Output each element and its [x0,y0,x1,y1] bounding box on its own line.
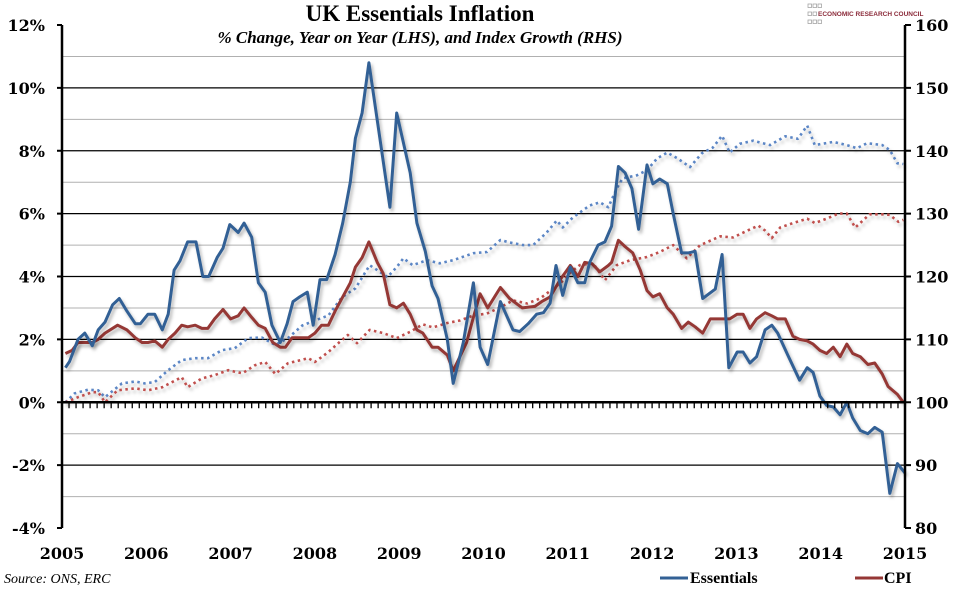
right-tick-label: 90 [915,456,937,475]
right-tick-label: 130 [915,205,948,224]
right-tick-label: 140 [915,142,948,161]
left-tick-label: -2% [12,456,45,475]
x-tick-label: 2007 [208,544,253,563]
right-tick-label: 100 [915,393,948,412]
right-tick-label: 120 [915,268,948,287]
left-tick-label: 12% [8,16,45,35]
x-tick-label: 2011 [546,544,591,563]
logo-square [817,3,822,8]
series-line-essentials [64,61,907,495]
x-tick-label: 2008 [293,544,338,563]
x-tick-label: 2005 [40,544,85,563]
left-tick-label: -4% [12,519,45,538]
left-tick-label: 4% [19,268,45,287]
chart-title: UK Essentials Inflation [306,1,535,26]
gridlines [62,55,905,498]
x-tick-label: 2006 [124,544,169,563]
x-tick-label: 2010 [461,544,506,563]
logo-square [812,3,817,8]
source-note: Source: ONS, ERC [4,572,111,587]
x-tick-label: 2014 [798,544,843,563]
axes [57,24,911,529]
logo-square [807,11,812,16]
left-tick-label: 10% [8,79,45,98]
series-line-essentials-index [64,124,904,404]
left-tick-label: 8% [19,142,45,161]
series-line-cpi [64,238,905,404]
legend: Essentials CPI [660,570,912,587]
logo-square [807,19,812,24]
x-tick-label: 2012 [630,544,675,563]
logo-text: ECONOMIC RESEARCH COUNCIL [818,11,923,18]
right-tick-label: 80 [915,519,937,538]
tick-labels: -4% -2% 0% 2% 4% 6% 8% 10% 12% 80 90 100 110 120 130 14… [8,16,949,563]
right-tick-label: 150 [915,79,948,98]
x-tick-label: 2015 [883,544,928,563]
legend-label-cpi: CPI [884,570,912,587]
logo-square [807,3,812,8]
x-tick-label: 2009 [377,544,422,563]
chart-subtitle: % Change, Year on Year (LHS), and Index … [217,28,622,47]
x-tick-label: 2013 [714,544,759,563]
left-tick-label: 2% [19,330,45,349]
logo-squares-icon [807,3,822,24]
series-line-cpi-index [64,212,904,404]
series-layer [64,61,907,495]
left-tick-label: 6% [19,205,45,224]
logo-square [812,19,817,24]
logo-square [817,19,822,24]
left-tick-label: 0% [19,393,45,412]
legend-label-essentials: Essentials [690,570,758,587]
right-tick-label: 110 [915,330,948,349]
right-tick-label: 160 [915,16,948,35]
logo-square [812,11,817,16]
logo: ECONOMIC RESEARCH COUNCIL [807,3,923,24]
